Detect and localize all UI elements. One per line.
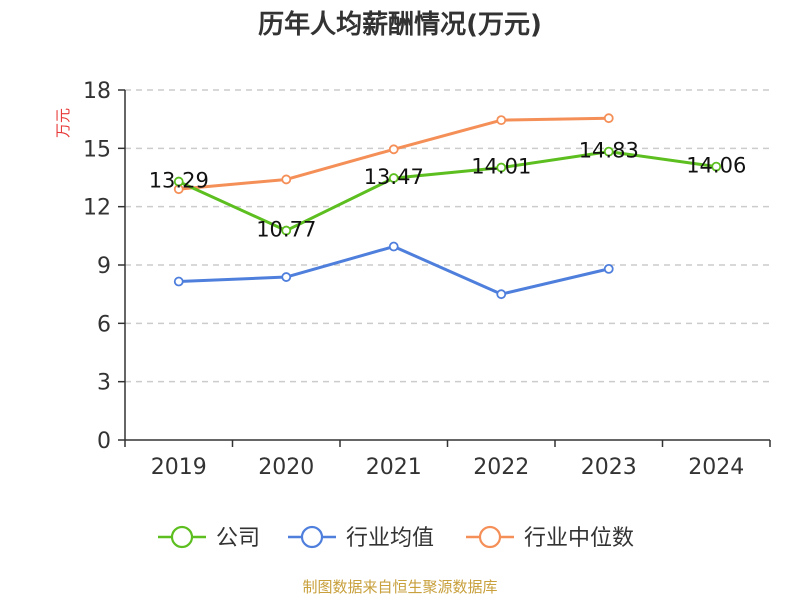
data-label: 14.83 bbox=[579, 139, 639, 163]
x-tick-label: 2022 bbox=[473, 455, 529, 480]
data-point bbox=[603, 263, 614, 274]
data-point bbox=[496, 162, 507, 173]
data-label: 14.01 bbox=[471, 155, 531, 179]
series-line-1 bbox=[178, 245, 610, 296]
y-tick-label: 9 bbox=[97, 254, 111, 279]
legend-label: 公司 bbox=[216, 526, 260, 551]
data-labels: 13.29 10.77 13.47 14.01 14.83 14.06 bbox=[149, 139, 747, 242]
data-point bbox=[173, 276, 184, 287]
legend-item-0[interactable]: 公司 bbox=[158, 525, 260, 551]
legend-marker-icon bbox=[478, 525, 502, 549]
series-line-0 bbox=[178, 150, 717, 233]
axes: 0 3 6 9 12 15 18 2019 2020 2021 2022 2023 2024 bbox=[83, 79, 771, 480]
data-label: 13.47 bbox=[364, 165, 424, 189]
y-tick-label: 15 bbox=[83, 137, 111, 162]
data-point bbox=[388, 241, 399, 252]
grid-lines bbox=[125, 89, 770, 383]
data-label: 13.29 bbox=[149, 169, 209, 193]
source-note: 制图数据来自恒生聚源数据库 bbox=[302, 578, 497, 596]
legend-marker-icon bbox=[170, 525, 194, 549]
x-tick-label: 2024 bbox=[688, 455, 744, 480]
legend-label: 行业中位数 bbox=[524, 526, 634, 551]
legend[interactable]: 公司 行业均值 行业中位数 bbox=[158, 525, 634, 551]
data-point bbox=[388, 144, 399, 155]
data-label: 14.06 bbox=[686, 154, 746, 178]
data-point bbox=[603, 113, 614, 124]
data-label: 10.77 bbox=[256, 218, 316, 242]
data-point bbox=[496, 115, 507, 126]
x-tick-label: 2023 bbox=[581, 455, 637, 480]
y-tick-label: 12 bbox=[83, 196, 111, 221]
data-point bbox=[281, 225, 292, 236]
y-axis-unit: 万元 bbox=[54, 108, 72, 138]
data-point bbox=[281, 272, 292, 282]
data-point bbox=[496, 289, 507, 300]
chart-title: 历年人均薪酬情况(万元) bbox=[258, 9, 542, 40]
y-tick-label: 6 bbox=[97, 312, 111, 337]
data-point bbox=[173, 176, 184, 187]
data-point bbox=[711, 161, 722, 172]
legend-marker-icon bbox=[300, 525, 324, 549]
data-point bbox=[388, 173, 399, 183]
data-point bbox=[603, 146, 614, 157]
legend-label: 行业均值 bbox=[346, 526, 434, 551]
legend-item-1[interactable]: 行业均值 bbox=[288, 525, 434, 551]
x-tick-label: 2019 bbox=[151, 455, 207, 480]
data-point bbox=[281, 174, 292, 185]
legend-item-2[interactable]: 行业中位数 bbox=[466, 525, 634, 551]
y-tick-label: 0 bbox=[97, 429, 111, 454]
x-tick-label: 2020 bbox=[258, 455, 314, 480]
y-tick-label: 18 bbox=[83, 79, 111, 104]
y-tick-label: 3 bbox=[97, 371, 111, 396]
series-group bbox=[173, 113, 722, 300]
x-tick-label: 2021 bbox=[366, 455, 422, 480]
